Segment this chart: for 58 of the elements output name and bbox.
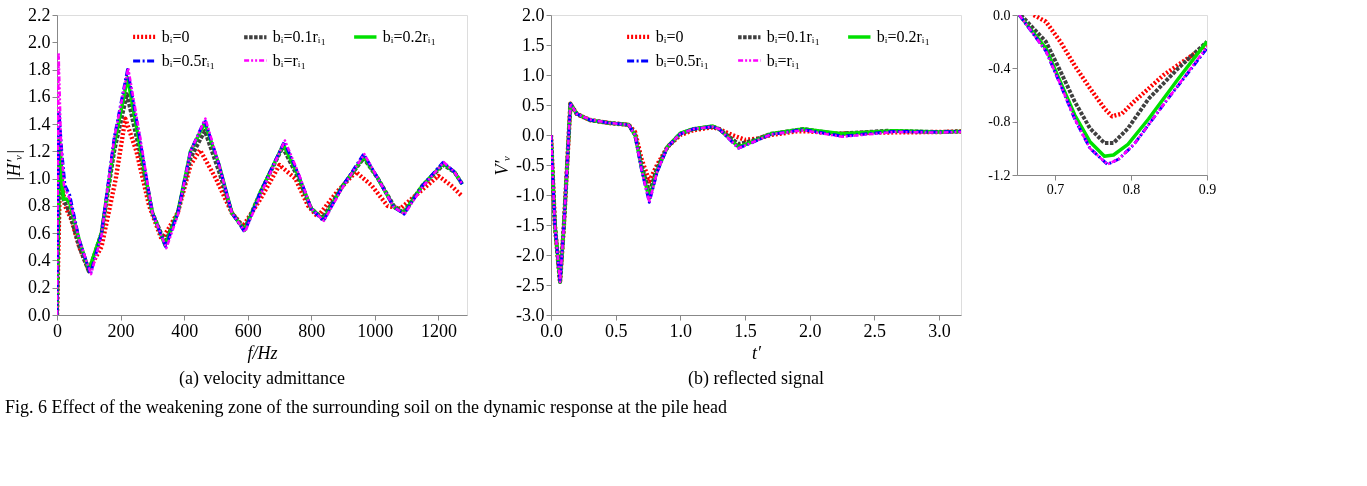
x-tick-label: 1.0 bbox=[669, 320, 693, 341]
y-tick-label: 0.5 bbox=[522, 94, 545, 115]
x-tick-label: 400 bbox=[171, 320, 199, 341]
y-tick-label: 0.0 bbox=[993, 7, 1011, 23]
y-tick-label: 1.8 bbox=[28, 59, 51, 80]
legend-label: bᵢ=0 bbox=[161, 27, 190, 45]
y-tick-label: 2.2 bbox=[28, 4, 51, 25]
y-axis-title: V′ᵥ bbox=[492, 155, 513, 176]
y-tick-label: 1.6 bbox=[28, 86, 51, 107]
y-tick-label: -0.5 bbox=[516, 154, 545, 175]
y-tick-label: -0.8 bbox=[988, 114, 1011, 130]
text: (b) reflected signal bbox=[688, 368, 824, 389]
x-tick-label: 3.0 bbox=[928, 320, 951, 341]
x-tick-label: 1200 bbox=[420, 320, 457, 341]
x-tick-label: 0.8 bbox=[1122, 181, 1141, 197]
y-tick-label: -0.4 bbox=[988, 60, 1011, 76]
x-tick-label: 1000 bbox=[357, 320, 394, 341]
y-tick-label: 2.0 bbox=[522, 4, 545, 25]
x-axis-title: t′ bbox=[752, 342, 763, 363]
y-tick-label: -2.0 bbox=[516, 244, 545, 265]
y-tick-label: 0.0 bbox=[28, 304, 51, 325]
caption: Fig. 6 Effect of the weakening zone of the surrounding soil on the dynamic response at the pile head bbox=[5, 396, 727, 417]
x-tick-label: 200 bbox=[107, 320, 135, 341]
y-tick-label: 0.8 bbox=[28, 195, 51, 216]
y-tick-label: 2.0 bbox=[28, 31, 51, 52]
x-tick-label: 0 bbox=[53, 320, 62, 341]
y-tick-label: -1.5 bbox=[516, 214, 545, 235]
y-axis-title: |H′ᵥ| bbox=[4, 149, 24, 182]
legend-label: bᵢ=rᵢ₁ bbox=[766, 51, 800, 69]
x-tick-label: 2.0 bbox=[798, 320, 822, 341]
x-tick-label: 0.9 bbox=[1198, 181, 1217, 197]
x-axis-title: f/Hz bbox=[247, 342, 278, 363]
legend-label: bᵢ=0.1rᵢ₁ bbox=[766, 28, 820, 46]
x-tick-label: 2.5 bbox=[863, 320, 887, 341]
y-tick-label: 0.2 bbox=[28, 277, 51, 298]
y-tick-label: 1.0 bbox=[522, 64, 545, 85]
x-tick-label: 1.5 bbox=[734, 320, 757, 341]
x-tick-label: 0.5 bbox=[604, 320, 628, 341]
y-tick-label: 0.0 bbox=[522, 124, 545, 145]
legend-label: bᵢ=0.1rᵢ₁ bbox=[272, 28, 326, 46]
legend-label: bᵢ=0 bbox=[655, 27, 684, 45]
y-tick-label: 1.5 bbox=[522, 34, 545, 55]
x-tick-label: 800 bbox=[298, 320, 326, 341]
y-tick-label: 0.6 bbox=[28, 222, 51, 243]
y-tick-label: -2.5 bbox=[516, 274, 545, 295]
y-tick-label: -1.2 bbox=[988, 167, 1011, 183]
y-tick-label: 1.4 bbox=[28, 113, 51, 134]
legend-label: bᵢ=0.2rᵢ₁ bbox=[382, 28, 436, 45]
text: (a) velocity admittance bbox=[179, 368, 345, 389]
y-tick-label: -1.0 bbox=[516, 184, 545, 205]
legend-label: bᵢ=0.5rᵢ₁ bbox=[161, 52, 215, 69]
legend-label: bᵢ=0.2rᵢ₁ bbox=[876, 28, 930, 45]
y-tick-label: 1.2 bbox=[28, 140, 51, 161]
legend-label: bᵢ=rᵢ₁ bbox=[272, 51, 306, 69]
y-tick-label: 0.4 bbox=[28, 249, 51, 270]
x-tick-label: 0.7 bbox=[1046, 181, 1065, 197]
x-tick-label: 600 bbox=[234, 320, 262, 341]
legend-label: bᵢ=0.5rᵢ₁ bbox=[655, 52, 709, 69]
